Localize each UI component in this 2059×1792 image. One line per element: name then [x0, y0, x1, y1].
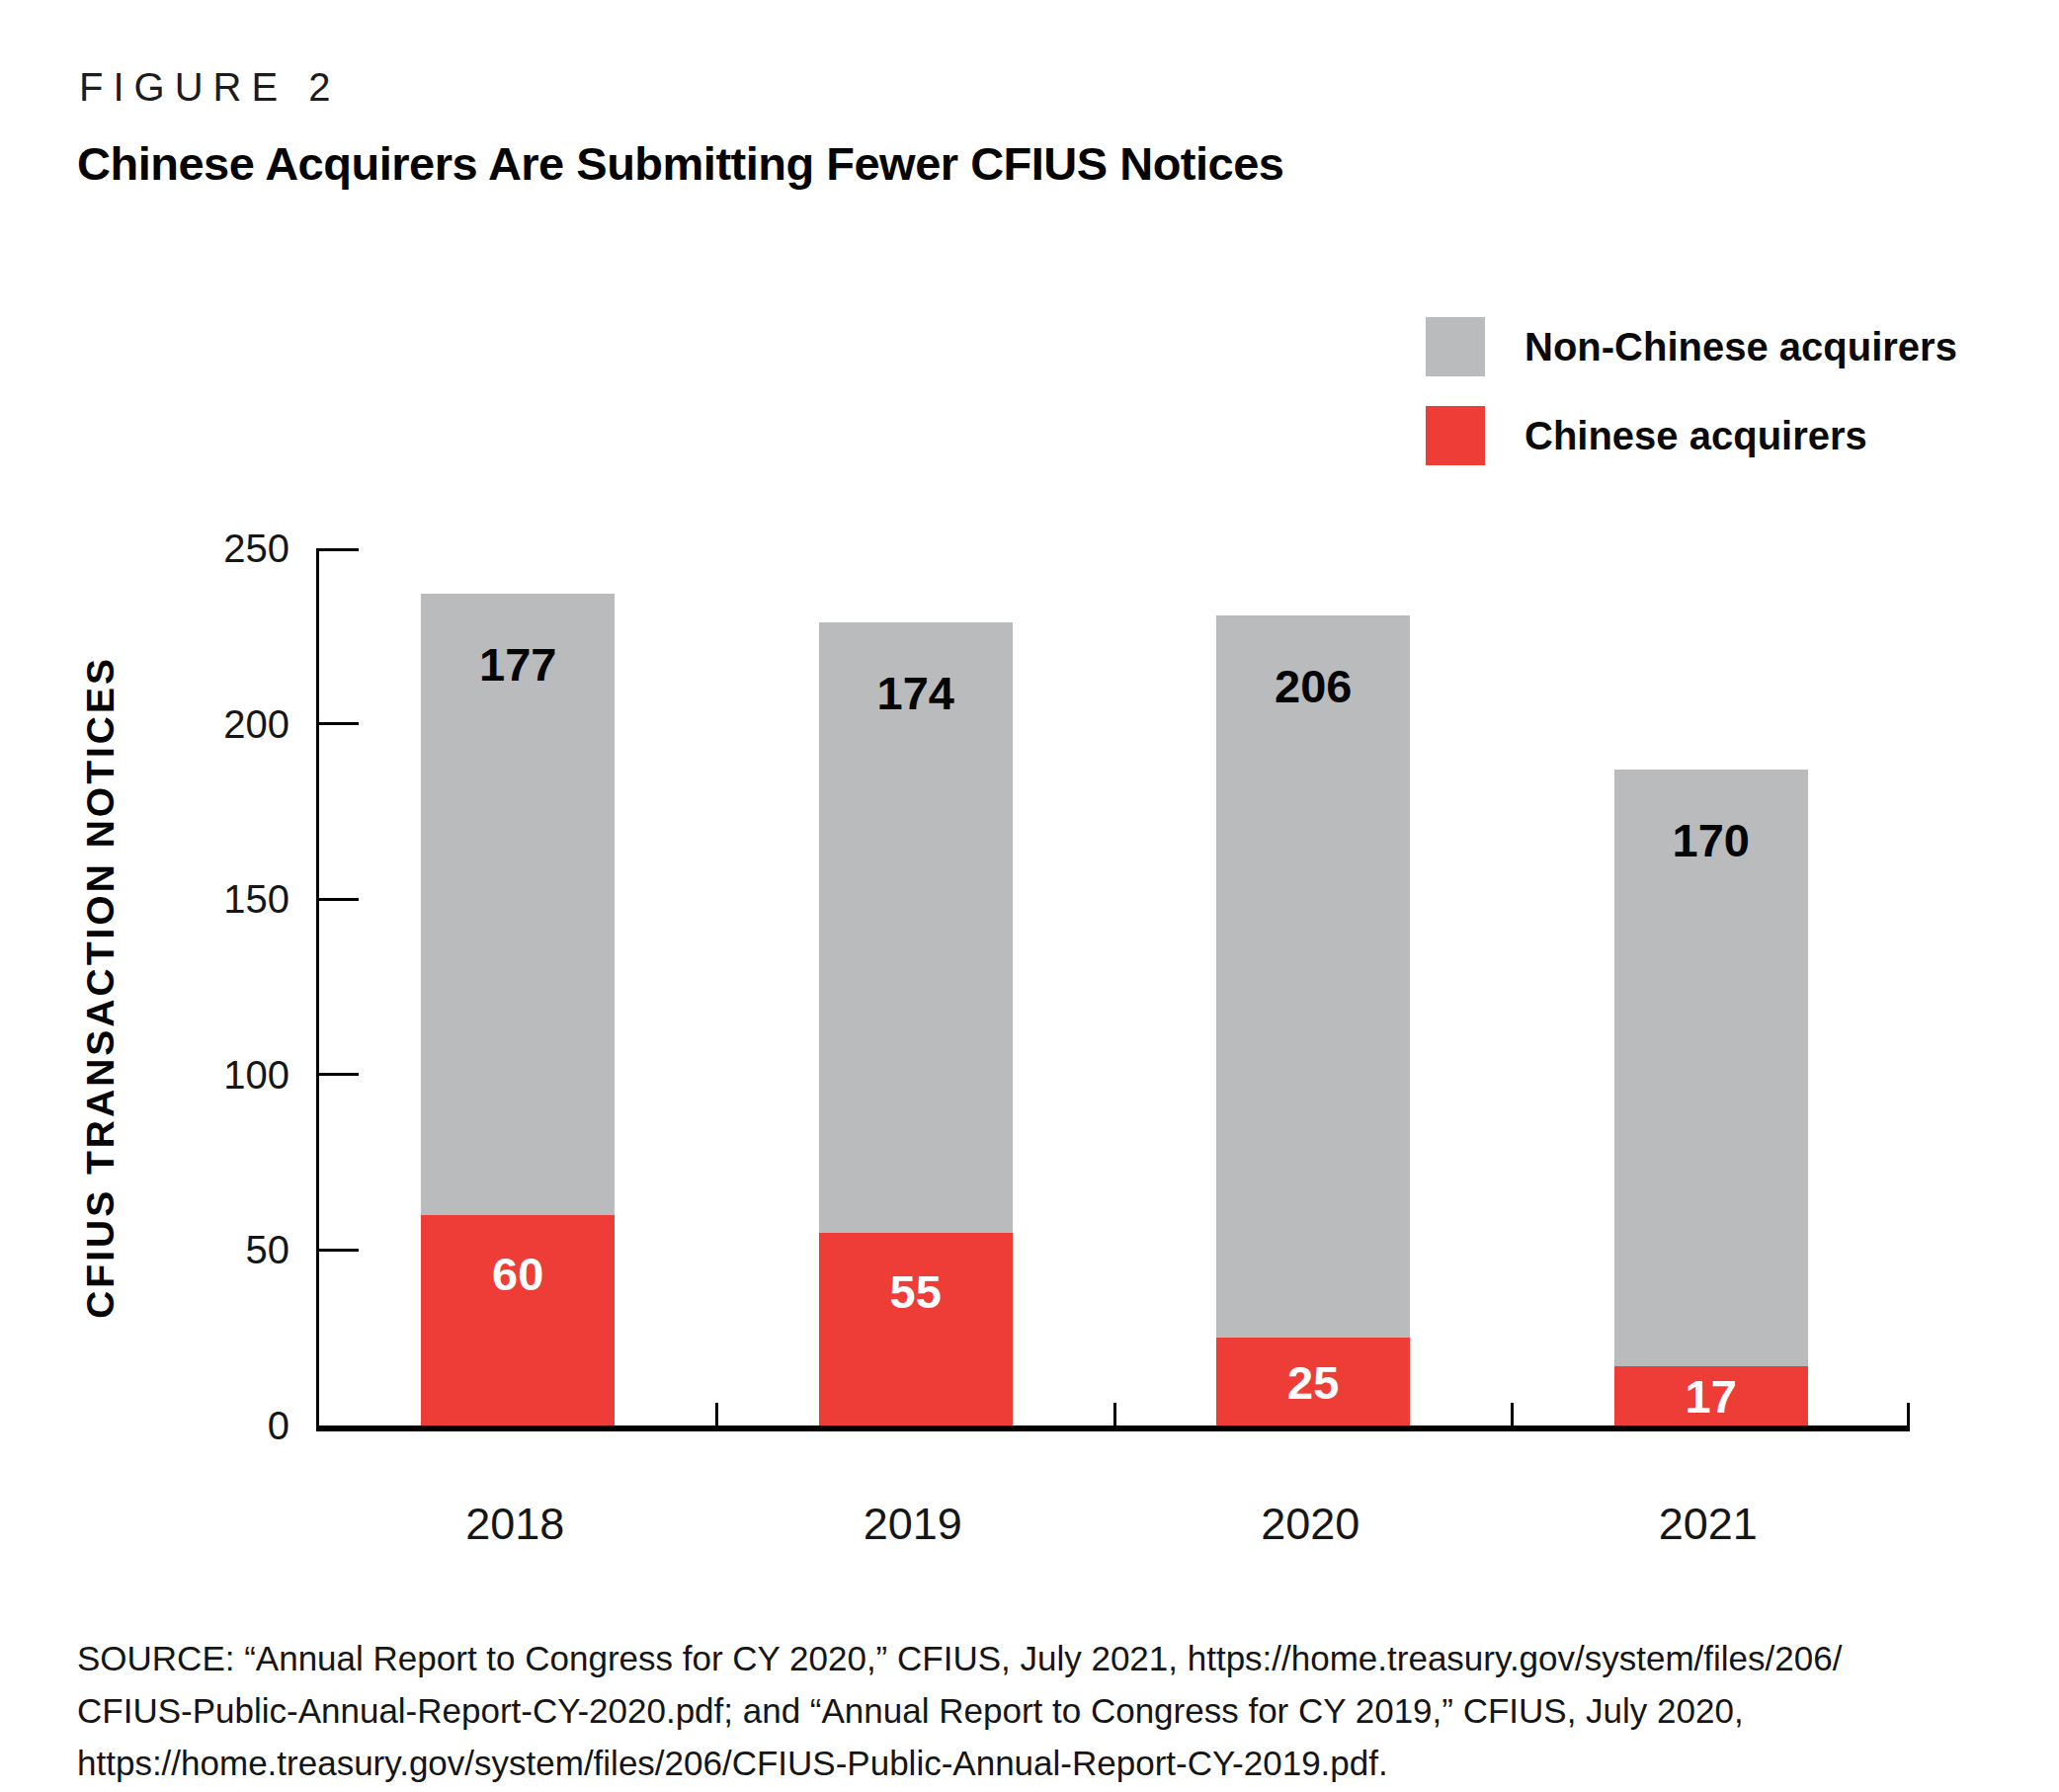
- y-axis-title-wrap: CFIUS TRANSACTION NOTICES: [61, 548, 140, 1425]
- value-label-chinese-2019: 55: [819, 1268, 1013, 1315]
- x-axis-tick-1: [715, 1403, 718, 1425]
- y-axis-tick-250: [319, 548, 359, 551]
- segment-non-chinese-2020: 206: [1216, 615, 1410, 1339]
- segment-chinese-2019: 55: [819, 1233, 1013, 1425]
- value-label-chinese-2021: 17: [1614, 1372, 1808, 1419]
- value-label-non-chinese-2021: 170: [1614, 817, 1808, 863]
- y-tick-label-100: 100: [223, 1052, 289, 1097]
- bar-2021: 170 17: [1614, 770, 1808, 1425]
- segment-chinese-2020: 25: [1216, 1338, 1410, 1425]
- value-label-non-chinese-2019: 174: [819, 670, 1013, 716]
- y-axis-title: CFIUS TRANSACTION NOTICES: [79, 656, 123, 1319]
- source-note: SOURCE: “Annual Report to Congress for C…: [77, 1632, 1842, 1789]
- figure-label: FIGURE 2: [79, 65, 340, 110]
- y-axis-tick-150: [319, 898, 359, 901]
- segment-chinese-2018: 60: [421, 1215, 615, 1425]
- value-label-chinese-2018: 60: [421, 1251, 615, 1297]
- y-tick-label-50: 50: [246, 1228, 290, 1272]
- segment-chinese-2021: 17: [1614, 1366, 1808, 1425]
- bar-2020: 206 25: [1216, 615, 1410, 1426]
- x-axis-tick-3: [1511, 1403, 1514, 1425]
- chinese-swatch: [1426, 406, 1485, 465]
- y-axis-tick-50: [319, 1249, 359, 1252]
- figure-title: Chinese Acquirers Are Submitting Fewer C…: [77, 136, 1284, 191]
- segment-non-chinese-2019: 174: [819, 622, 1013, 1233]
- segment-non-chinese-2021: 170: [1614, 770, 1808, 1366]
- source-line-2: CFIUS-Public-Annual-Report-CY-2020.pdf; …: [77, 1684, 1842, 1737]
- value-label-chinese-2020: 25: [1216, 1358, 1410, 1405]
- y-tick-label-200: 200: [223, 701, 289, 746]
- x-axis-label-2020: 2020: [1112, 1498, 1510, 1551]
- value-label-non-chinese-2020: 206: [1216, 663, 1410, 709]
- x-axis-tick-2: [1113, 1403, 1116, 1425]
- bar-2019: 174 55: [819, 622, 1013, 1425]
- y-axis-tick-200: [319, 722, 359, 725]
- legend-label-non-chinese: Non-Chinese acquirers: [1524, 325, 1957, 369]
- segment-non-chinese-2018: 177: [421, 594, 615, 1215]
- legend-label-chinese: Chinese acquirers: [1524, 414, 1867, 458]
- x-axis-label-2018: 2018: [316, 1498, 714, 1551]
- x-axis-labels: 2018201920202021: [316, 1498, 1907, 1551]
- plot-area: 05010015020025017760174552062517017: [316, 548, 1910, 1431]
- y-tick-label-250: 250: [223, 527, 289, 571]
- bar-2018: 177 60: [421, 594, 615, 1425]
- legend: Non-Chinese acquirers Chinese acquirers: [1426, 317, 1957, 495]
- figure-page: FIGURE 2 Chinese Acquirers Are Submittin…: [0, 0, 2059, 1792]
- non-chinese-swatch: [1426, 317, 1485, 376]
- x-axis-tick-4: [1907, 1403, 1910, 1425]
- source-line-3: https://home.treasury.gov/system/files/2…: [77, 1737, 1842, 1789]
- legend-item-non-chinese: Non-Chinese acquirers: [1426, 317, 1957, 376]
- y-axis-tick-100: [319, 1073, 359, 1076]
- x-axis-label-2019: 2019: [714, 1498, 1112, 1551]
- x-axis-label-2021: 2021: [1510, 1498, 1908, 1551]
- y-tick-label-150: 150: [223, 877, 289, 922]
- legend-item-chinese: Chinese acquirers: [1426, 406, 1957, 465]
- y-tick-label-0: 0: [268, 1404, 289, 1448]
- source-line-1: SOURCE: “Annual Report to Congress for C…: [77, 1632, 1842, 1684]
- value-label-non-chinese-2018: 177: [421, 641, 615, 688]
